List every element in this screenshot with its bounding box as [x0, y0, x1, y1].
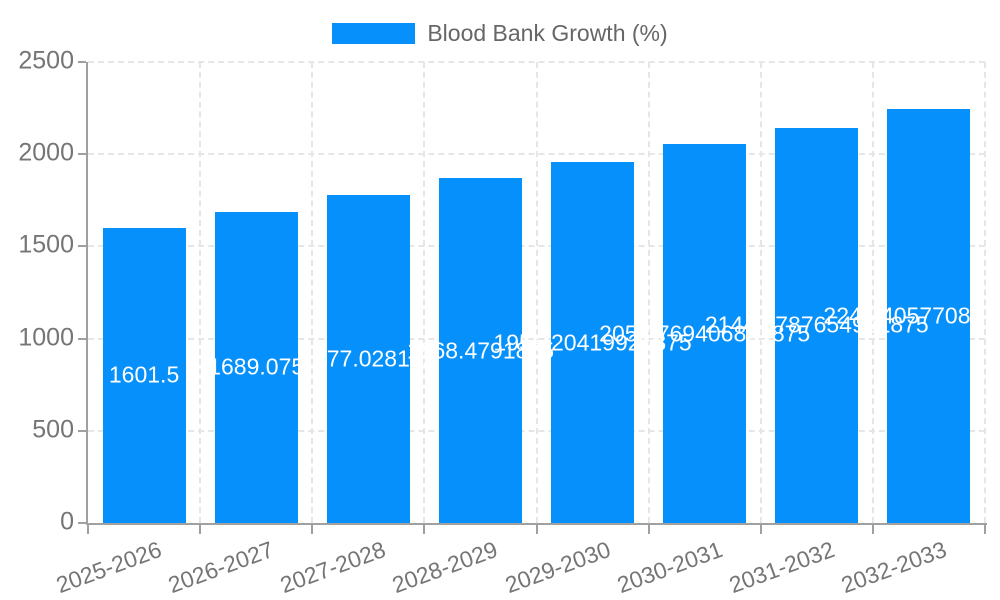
x-tick[interactable]	[87, 525, 89, 534]
y-tick-label: 0	[60, 507, 74, 536]
legend-label: Blood Bank Growth (%)	[427, 19, 668, 46]
x-tick-label: 2030-2031	[613, 536, 726, 599]
x-gridline	[871, 62, 874, 523]
x-tick[interactable]	[759, 525, 762, 534]
y-tick	[78, 153, 86, 156]
bar[interactable]	[775, 127, 859, 523]
bar-value-label: 2246.405770847168	[823, 302, 1000, 329]
x-gridline	[311, 62, 314, 523]
bar-value-label: 1689.075	[208, 353, 305, 380]
x-gridline	[535, 62, 538, 523]
x-tick-label: 2031-2032	[725, 536, 838, 599]
bar-value-label: 1868.4791875	[406, 337, 554, 364]
x-tick-label: 2025-2026	[52, 536, 165, 599]
y-tick-label: 2000	[18, 138, 74, 167]
y-tick-label: 2500	[18, 46, 74, 75]
bar[interactable]	[102, 227, 186, 523]
y-axis-line	[86, 62, 88, 525]
x-tick[interactable]	[535, 525, 538, 534]
x-gridline	[984, 62, 986, 523]
x-tick[interactable]	[871, 525, 874, 534]
bar[interactable]	[551, 162, 635, 523]
y-tick-label: 500	[32, 415, 74, 444]
x-gridline	[199, 62, 202, 523]
bar[interactable]	[887, 108, 971, 523]
bar[interactable]	[663, 144, 747, 523]
bar-value-label: 2052.769406821875	[599, 320, 811, 347]
x-tick[interactable]	[199, 525, 202, 534]
y-tick	[78, 337, 86, 340]
x-gridline	[759, 62, 762, 523]
y-tick	[78, 429, 86, 432]
x-tick[interactable]	[311, 525, 314, 534]
x-axis-line	[86, 523, 987, 525]
x-tick[interactable]	[423, 525, 426, 534]
legend-item[interactable]: Blood Bank Growth (%)	[0, 20, 1000, 46]
bar[interactable]	[438, 178, 522, 523]
x-tick[interactable]	[984, 525, 986, 534]
x-gridline	[423, 62, 426, 523]
bar-value-label: 1601.5	[108, 361, 180, 388]
bar[interactable]	[214, 211, 298, 523]
bar-value-label: 1777.028125	[301, 345, 436, 372]
x-tick-label: 2026-2027	[164, 536, 278, 599]
x-tick-label: 2028-2029	[389, 536, 502, 599]
y-tick-label: 1000	[18, 322, 74, 351]
x-tick-label: 2027-2028	[276, 536, 390, 599]
y-tick	[78, 61, 86, 63]
legend-swatch	[332, 22, 416, 44]
y-tick	[78, 522, 86, 524]
y-tick	[78, 245, 86, 248]
x-tick-label: 2029-2030	[501, 536, 614, 599]
x-tick[interactable]	[647, 525, 650, 534]
bar-value-label: 1955.20419921875	[493, 329, 692, 356]
y-tick-label: 1500	[18, 230, 74, 259]
bar-value-label: 2144.5787654921875	[704, 311, 929, 338]
x-tick-label: 2032-2033	[837, 536, 950, 599]
x-gridline	[647, 62, 650, 523]
bar[interactable]	[326, 195, 410, 523]
